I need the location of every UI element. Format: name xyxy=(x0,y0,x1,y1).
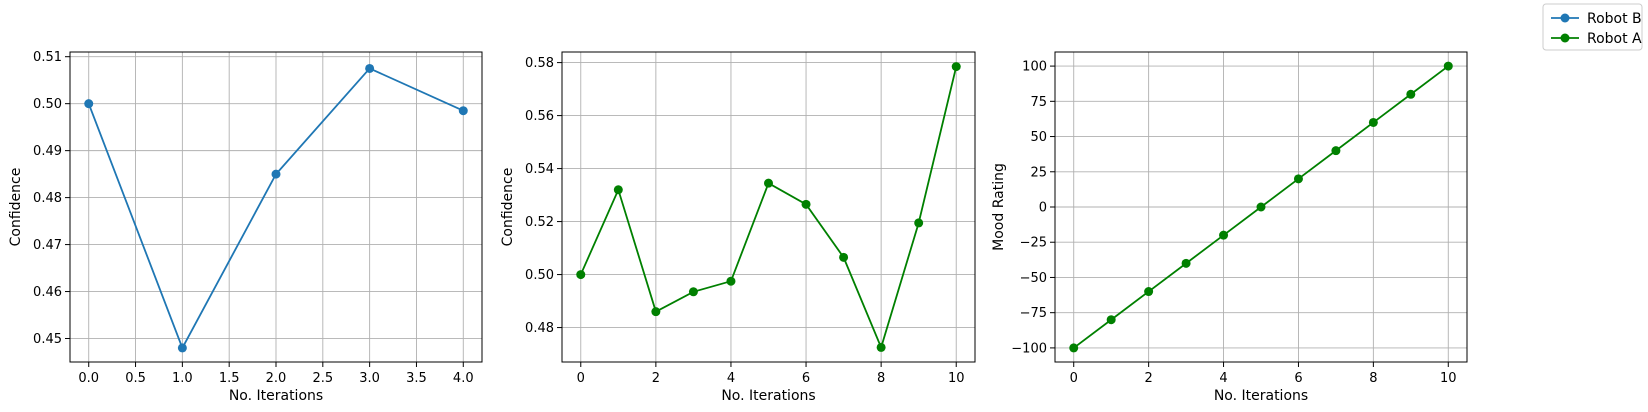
subplot-1-data-point xyxy=(365,63,375,73)
subplot-1-axes-frame xyxy=(69,51,483,363)
subplot-3-data-point xyxy=(1406,89,1416,99)
subplot-3-data-point xyxy=(1144,287,1154,297)
subplot-1-y-tick-label: 0.51 xyxy=(33,50,62,65)
subplot-3-x-tick-label: 2 xyxy=(1144,371,1152,386)
subplot-1-y-tick-label: 0.50 xyxy=(33,97,62,112)
subplot-3-data-point xyxy=(1106,315,1116,325)
subplot-3-y-axis-label: Mood Rating xyxy=(991,163,1007,251)
subplot-1-y-tick-label: 0.47 xyxy=(33,238,62,253)
subplot-3-x-tick-label: 8 xyxy=(1369,371,1377,386)
subplot-1: 0.0 0.5 1.0 1.5 2.0 2.5 3.0 3.5 4.0 0.45 0.46 0.47 0… xyxy=(8,50,483,404)
legend-marker-swatch xyxy=(1560,13,1570,23)
subplot-3-data-point xyxy=(1256,202,1266,212)
subplot-3-data-point xyxy=(1331,146,1341,156)
subplot-3-y-tick-label: 75 xyxy=(1030,95,1047,110)
subplot-1-x-tick-label: 4.0 xyxy=(453,371,474,386)
subplot-3-y-tick-label: 25 xyxy=(1030,165,1047,180)
subplot-3-data-point xyxy=(1069,343,1079,353)
subplot-1-x-tick-label: 2.5 xyxy=(312,371,333,386)
subplot-2-data-point xyxy=(801,199,811,209)
subplot-2-y-tick-label: 0.48 xyxy=(525,321,554,336)
subplot-2-x-tick-label: 2 xyxy=(652,371,660,386)
subplot-1-x-tick-label: 1.5 xyxy=(219,371,240,386)
subplot-1-y-tick-label: 0.46 xyxy=(33,285,62,300)
subplot-2-y-tick-label: 0.52 xyxy=(525,215,554,230)
subplot-1-data-point xyxy=(84,99,94,109)
subplot-2-data-point xyxy=(576,270,586,280)
subplot-1-x-tick-label: 3.5 xyxy=(406,371,427,386)
subplot-2-y-tick-label: 0.50 xyxy=(525,268,554,283)
subplot-1-x-tick-label: 0.5 xyxy=(125,371,146,386)
subplot-2-x-tick-label: 4 xyxy=(727,371,735,386)
subplot-2-x-tick-label: 10 xyxy=(948,371,965,386)
subplot-2: 0 2 4 6 8 10 0.48 0.50 0.52 0.54 0.56 0.58 No. Itera… xyxy=(500,51,976,404)
subplot-3-x-axis-label: No. Iterations xyxy=(1214,388,1308,404)
subplot-3-x-tick-label: 10 xyxy=(1440,371,1457,386)
subplot-2-data-point xyxy=(764,178,773,188)
subplot-1-y-tick-label: 0.48 xyxy=(33,191,62,206)
subplot-3-axes-frame xyxy=(1054,51,1468,363)
subplot-3-data-point xyxy=(1443,61,1453,71)
subplot-2-x-tick-label: 6 xyxy=(802,371,810,386)
subplot-2-data-point xyxy=(688,287,698,297)
subplot-2-data-point xyxy=(951,62,961,72)
subplot-2-data-point xyxy=(613,185,623,195)
subplot-1-data-point xyxy=(271,169,281,179)
subplot-3-y-tick-label: −100 xyxy=(1011,341,1047,356)
subplot-3-x-tick-label: 4 xyxy=(1219,371,1227,386)
subplot-2-data-point xyxy=(914,218,924,228)
subplot-3-x-tick-label: 0 xyxy=(1070,371,1078,386)
subplot-2-x-axis-label: No. Iterations xyxy=(721,388,815,404)
subplot-2-series-line xyxy=(579,66,958,351)
subplot-1-data-point xyxy=(177,343,187,353)
subplot-1-y-tick-label: 0.45 xyxy=(33,332,62,347)
subplot-1-x-tick-label: 0.0 xyxy=(78,371,99,386)
legend-entry-label: Robot A xyxy=(1587,31,1642,47)
subplot-2-y-tick-label: 0.58 xyxy=(525,56,554,71)
subplot-1-y-axis-label: Confidence xyxy=(8,168,24,247)
subplot-1-x-tick-label: 1.0 xyxy=(172,371,193,386)
legend-marker-swatch xyxy=(1560,33,1570,43)
legend: Robot B Robot A xyxy=(1542,3,1643,51)
subplot-2-data-point xyxy=(876,342,886,352)
subplot-3-x-tick-label: 6 xyxy=(1294,371,1302,386)
subplot-2-data-point xyxy=(726,276,736,286)
subplot-3-y-tick-label: 0 xyxy=(1039,201,1047,216)
subplot-2-y-tick-label: 0.54 xyxy=(525,162,554,177)
subplot-3-y-tick-label: −50 xyxy=(1020,271,1047,286)
subplot-1-x-tick-label: 3.0 xyxy=(359,371,380,386)
subplot-2-y-axis-label: Confidence xyxy=(500,168,516,247)
subplot-3-data-point xyxy=(1219,230,1229,240)
subplot-2-data-point xyxy=(839,252,849,262)
subplot-3-y-tick-label: 100 xyxy=(1022,60,1047,75)
subplot-3-y-tick-label: 50 xyxy=(1030,130,1047,145)
subplot-1-y-tick-label: 0.49 xyxy=(33,144,62,159)
subplot-2-x-tick-label: 8 xyxy=(877,371,885,386)
subplot-3-data-point xyxy=(1181,258,1191,268)
subplot-2-x-tick-label: 0 xyxy=(577,371,585,386)
subplot-2-axes-frame xyxy=(561,51,976,363)
subplot-3: 0 2 4 6 8 10 −100 −75 −50 −25 0 25 50 75 100 No. Iterat… xyxy=(991,51,1468,404)
subplot-3-data-point xyxy=(1293,174,1303,184)
subplot-1-x-axis-label: No. Iterations xyxy=(229,388,323,404)
legend-entry-label: Robot B xyxy=(1587,11,1642,27)
subplot-3-y-tick-label: −25 xyxy=(1020,236,1047,251)
subplot-3-y-tick-label: −75 xyxy=(1020,306,1047,321)
subplot-1-data-point xyxy=(458,106,468,116)
subplot-2-y-tick-label: 0.56 xyxy=(525,109,554,124)
subplot-2-data-point xyxy=(651,307,661,317)
subplot-3-data-point xyxy=(1368,117,1378,127)
subplot-1-x-tick-label: 2.0 xyxy=(266,371,287,386)
